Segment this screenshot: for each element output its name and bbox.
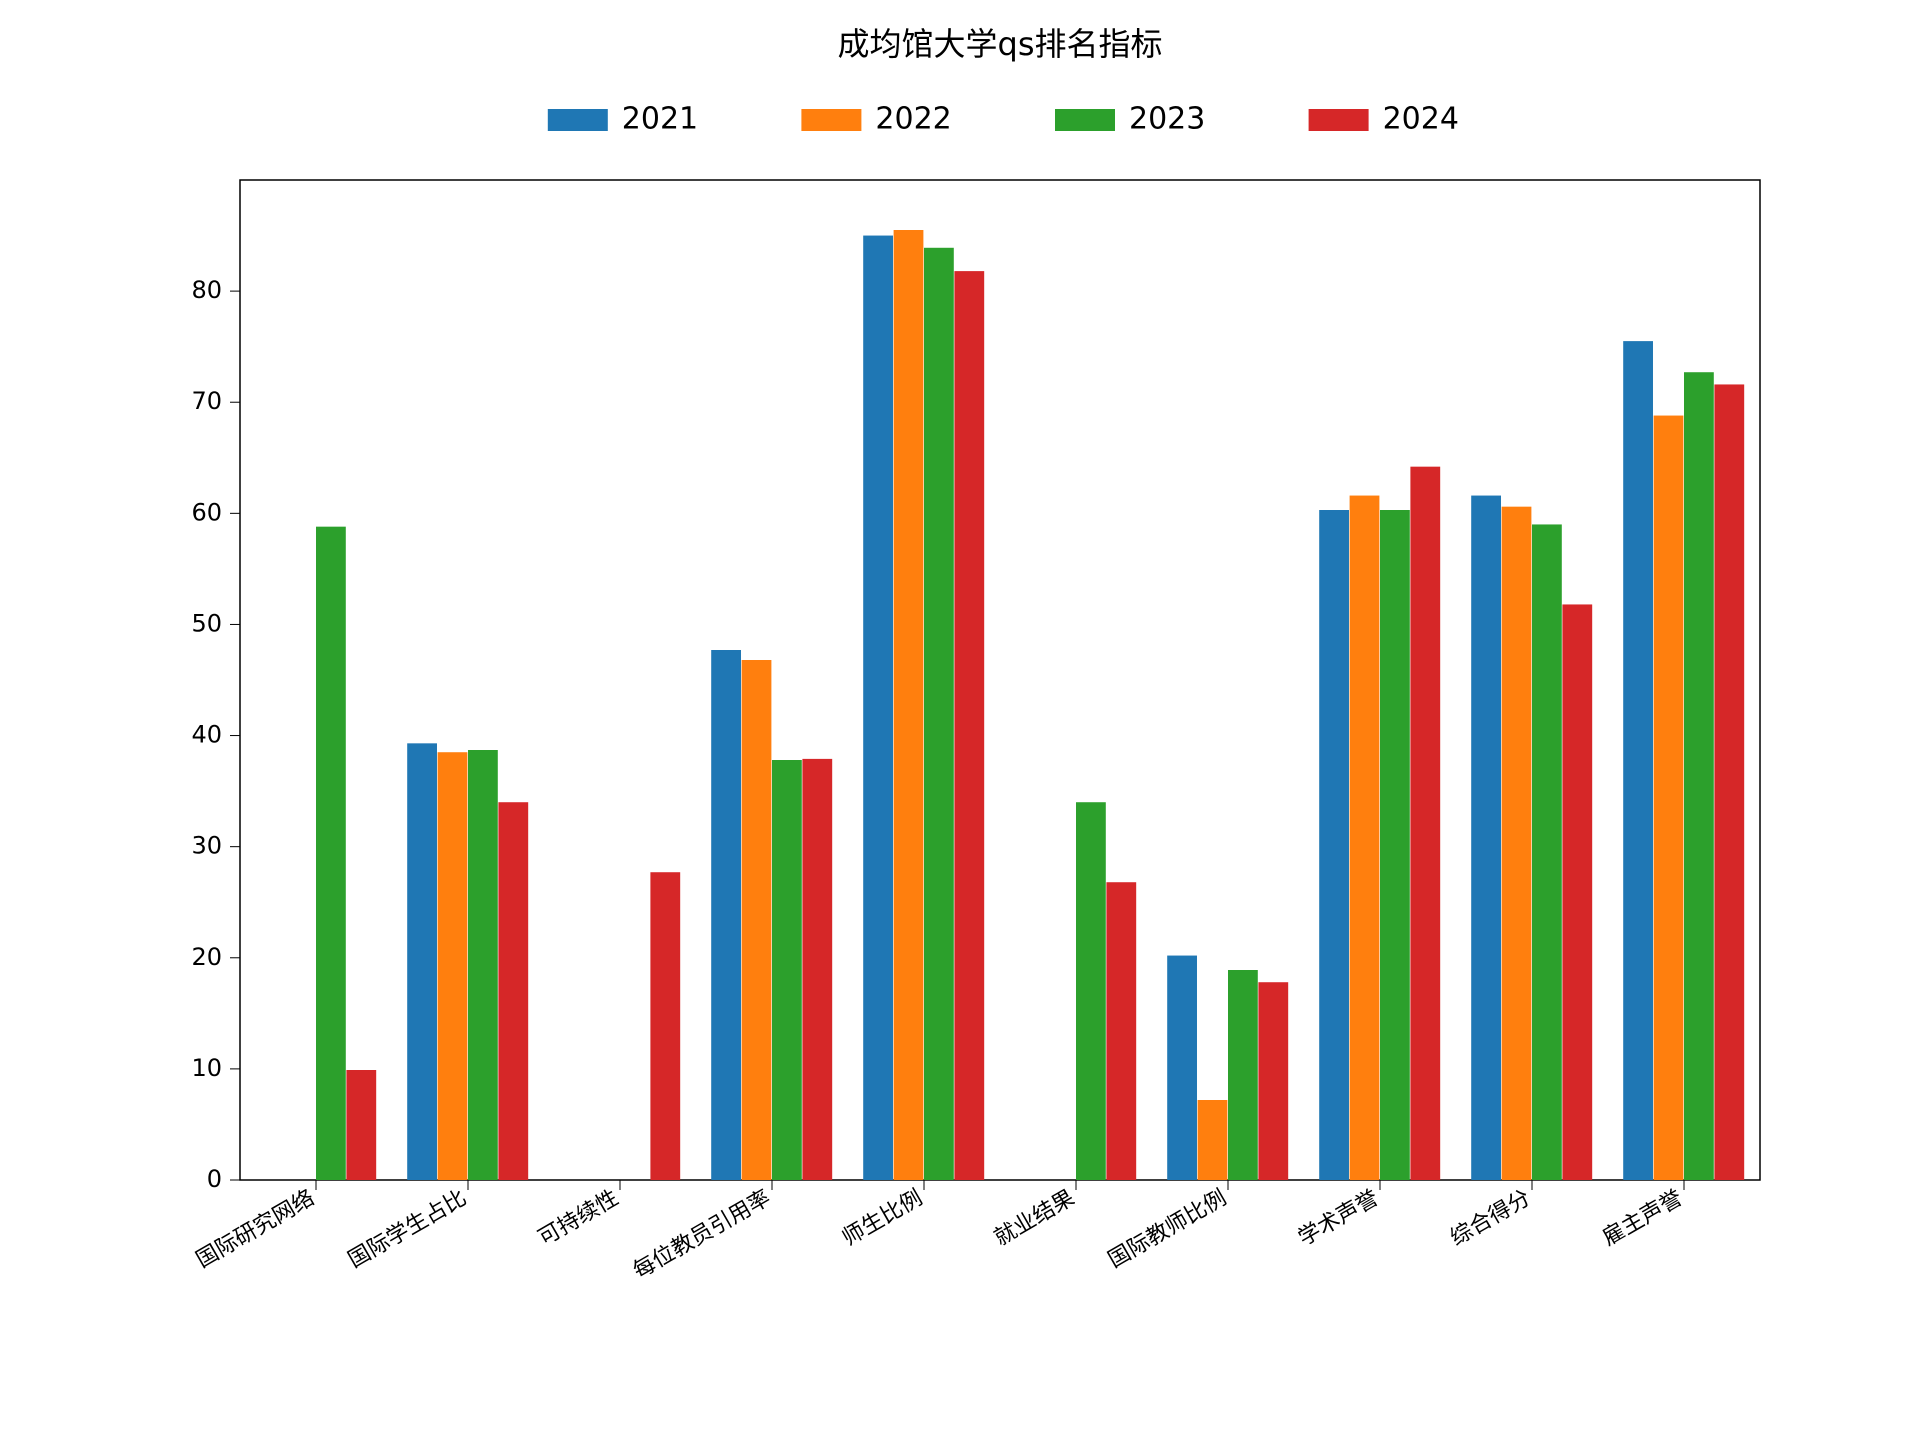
bar: [316, 527, 346, 1180]
bar: [1319, 510, 1349, 1180]
bar: [1654, 416, 1684, 1180]
bar-chart: 0 10 20 30 40 50 60 70 80 国际研究网络国际学生占比可持续性每位教员引用率…: [0, 0, 1920, 1440]
legend-swatch: [548, 109, 608, 131]
bar: [438, 752, 468, 1180]
bar: [1258, 982, 1288, 1180]
legend-label: 2024: [1383, 102, 1459, 137]
bar: [1684, 372, 1714, 1180]
x-tick-label: 雇主声誉: [1598, 1186, 1687, 1252]
legend-label: 2021: [622, 102, 698, 137]
bar: [954, 271, 984, 1180]
bar: [1532, 524, 1562, 1180]
y-tick-label: 70: [191, 387, 222, 415]
bar: [468, 750, 498, 1180]
bar: [1350, 496, 1380, 1180]
x-tick-label: 综合得分: [1446, 1186, 1535, 1252]
x-tick-label: 就业结果: [990, 1186, 1079, 1252]
chart-container: 0 10 20 30 40 50 60 70 80 国际研究网络国际学生占比可持续性每位教员引用率…: [0, 0, 1920, 1440]
bar: [1714, 384, 1744, 1180]
bar: [1106, 882, 1136, 1180]
y-tick-label: 80: [191, 276, 222, 304]
legend-label: 2023: [1129, 102, 1205, 137]
legend-label: 2022: [875, 102, 951, 137]
chart-title: 成均馆大学qs排名指标: [838, 25, 1163, 63]
x-tick-label: 可持续性: [534, 1186, 623, 1252]
x-tick-label: 学术声誉: [1294, 1186, 1383, 1252]
bar: [1410, 467, 1440, 1180]
bar: [802, 759, 832, 1180]
x-tick-label: 国际教师比例: [1104, 1186, 1231, 1274]
legend-swatch: [1055, 109, 1115, 131]
bar: [407, 743, 437, 1180]
y-tick-label: 20: [191, 943, 222, 971]
x-tick-label: 国际研究网络: [192, 1186, 319, 1274]
bar: [498, 802, 528, 1180]
bar: [1623, 341, 1653, 1180]
bar: [1562, 604, 1592, 1180]
bar: [1167, 956, 1197, 1180]
bar: [650, 872, 680, 1180]
bar: [772, 760, 802, 1180]
bar: [1076, 802, 1106, 1180]
bar: [1471, 496, 1501, 1180]
legend-swatch: [1309, 109, 1369, 131]
bar: [1380, 510, 1410, 1180]
y-tick-label: 60: [191, 498, 222, 526]
bar: [894, 230, 924, 1180]
bar: [711, 650, 741, 1180]
bar: [924, 248, 954, 1180]
y-tick-label: 10: [191, 1054, 222, 1082]
y-tick-label: 50: [191, 609, 222, 637]
bar: [1502, 507, 1532, 1180]
x-tick-label: 师生比例: [838, 1186, 927, 1252]
bar: [1198, 1100, 1228, 1180]
bar: [1228, 970, 1258, 1180]
x-tick-label: 每位教员引用率: [629, 1186, 775, 1285]
x-tick-label: 国际学生占比: [344, 1186, 471, 1274]
y-tick-label: 0: [207, 1165, 222, 1193]
bar: [742, 660, 772, 1180]
legend-swatch: [801, 109, 861, 131]
bar: [346, 1070, 376, 1180]
bar: [863, 236, 893, 1180]
y-tick-label: 40: [191, 721, 222, 749]
y-tick-label: 30: [191, 832, 222, 860]
